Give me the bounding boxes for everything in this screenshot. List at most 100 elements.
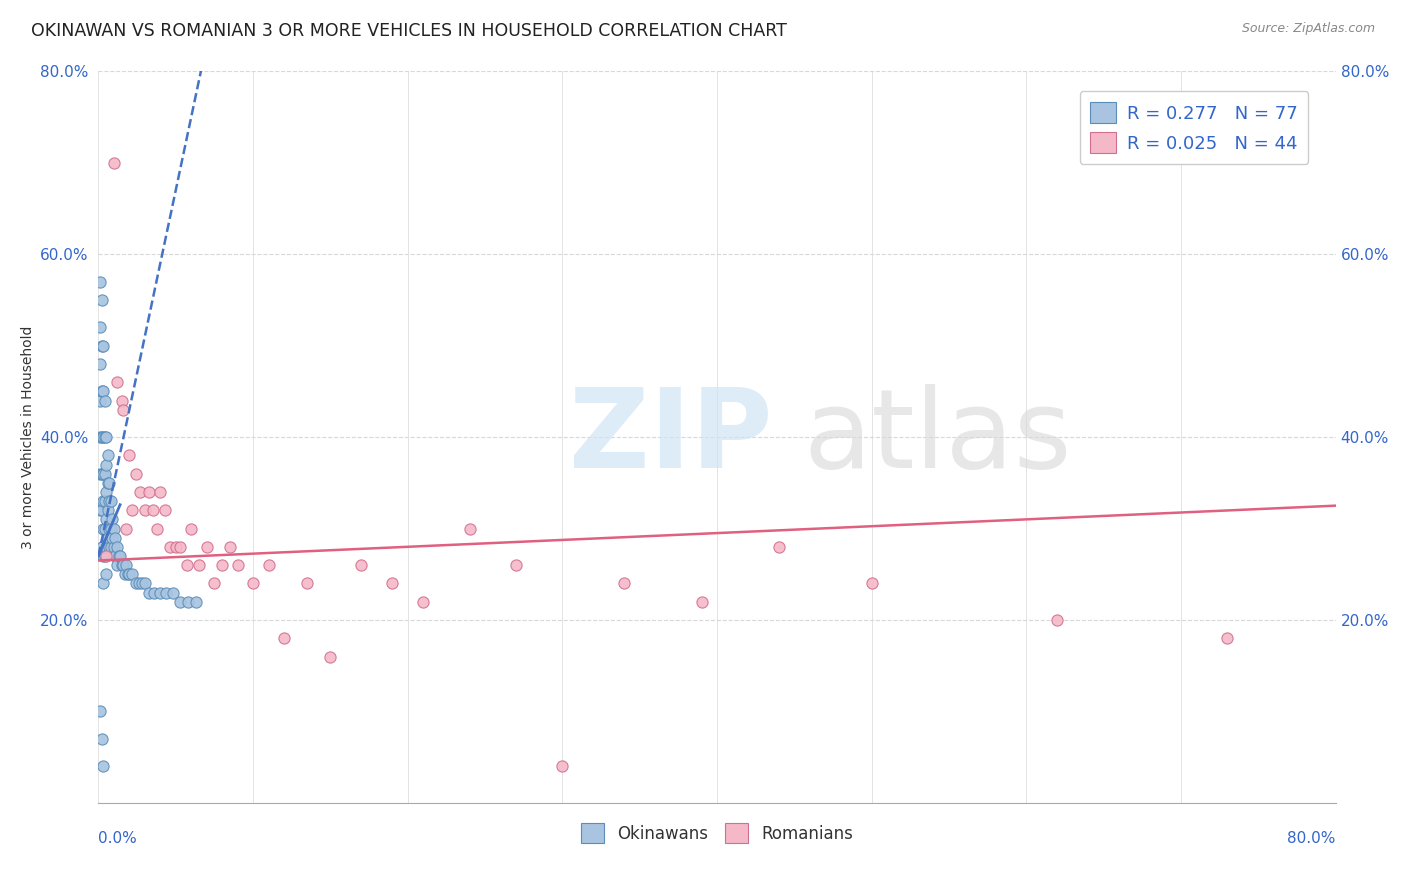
Point <box>100 540 122 554</box>
Point <box>138 585 160 599</box>
Point <box>138 485 160 500</box>
Point <box>111 393 132 408</box>
Point <box>90 384 112 399</box>
Point <box>97 475 120 490</box>
Point <box>134 503 156 517</box>
Point <box>169 540 191 554</box>
Point <box>257 558 280 573</box>
Point <box>226 558 249 573</box>
Point <box>91 494 114 508</box>
Point <box>101 531 124 545</box>
Point <box>149 485 172 500</box>
Point <box>169 594 191 608</box>
Point <box>90 293 112 307</box>
Point <box>155 585 177 599</box>
Point <box>93 494 115 508</box>
Point <box>188 558 211 573</box>
Point <box>319 649 342 664</box>
Y-axis label: 3 or more Vehicles in Household: 3 or more Vehicles in Household <box>21 326 35 549</box>
Point <box>96 458 118 472</box>
Point <box>1216 632 1239 646</box>
Point <box>98 494 121 508</box>
Point <box>107 549 129 563</box>
Point <box>105 375 128 389</box>
Point <box>96 540 118 554</box>
Point <box>104 549 127 563</box>
Point <box>91 521 114 535</box>
Point <box>115 521 138 535</box>
Text: 80.0%: 80.0% <box>1288 831 1336 846</box>
Point <box>165 540 187 554</box>
Text: ZIP: ZIP <box>568 384 772 491</box>
Point <box>149 585 172 599</box>
Point <box>90 731 112 746</box>
Legend: Okinawans, Romanians: Okinawans, Romanians <box>574 817 860 849</box>
Point <box>184 594 207 608</box>
Point <box>96 485 118 500</box>
Point <box>143 585 166 599</box>
Point <box>100 521 122 535</box>
Point <box>115 558 138 573</box>
Point <box>118 567 141 582</box>
Text: OKINAWAN VS ROMANIAN 3 OR MORE VEHICLES IN HOUSEHOLD CORRELATION CHART: OKINAWAN VS ROMANIAN 3 OR MORE VEHICLES … <box>31 22 787 40</box>
Point <box>89 320 111 334</box>
Point <box>98 521 121 535</box>
Point <box>124 576 146 591</box>
Point <box>93 467 115 481</box>
Point <box>131 576 153 591</box>
Point <box>121 503 143 517</box>
Point <box>105 540 128 554</box>
Point <box>141 503 165 517</box>
Point <box>89 430 111 444</box>
Point <box>412 594 434 608</box>
Point <box>159 540 181 554</box>
Point <box>90 430 112 444</box>
Point <box>96 549 118 563</box>
Point <box>90 540 112 554</box>
Point <box>91 759 114 773</box>
Point <box>97 448 120 462</box>
Point <box>162 585 184 599</box>
Text: Source: ZipAtlas.com: Source: ZipAtlas.com <box>1241 22 1375 36</box>
Point <box>273 632 295 646</box>
Point <box>90 338 112 352</box>
Point <box>114 567 136 582</box>
Point <box>350 558 373 573</box>
Point <box>111 558 132 573</box>
Point <box>98 540 121 554</box>
Point <box>91 576 114 591</box>
Point <box>89 705 111 719</box>
Point <box>103 540 125 554</box>
Point <box>458 521 481 535</box>
Point <box>89 275 111 289</box>
Point <box>112 558 135 573</box>
Point <box>1046 613 1069 627</box>
Point <box>91 338 114 352</box>
Text: 0.0%: 0.0% <box>98 831 138 846</box>
Point <box>96 567 118 582</box>
Point <box>108 549 131 563</box>
Point <box>297 576 319 591</box>
Point <box>97 531 120 545</box>
Point <box>104 531 127 545</box>
Point <box>112 402 135 417</box>
Point <box>98 475 121 490</box>
Point <box>90 503 112 517</box>
Point <box>93 521 115 535</box>
Point <box>180 521 202 535</box>
Point <box>121 567 143 582</box>
Point <box>91 467 114 481</box>
Point <box>103 156 125 170</box>
Point <box>118 448 141 462</box>
Point <box>134 576 156 591</box>
Point <box>101 512 124 526</box>
Text: atlas: atlas <box>804 384 1073 491</box>
Point <box>100 494 122 508</box>
Point <box>690 594 713 608</box>
Point <box>89 467 111 481</box>
Point <box>93 549 115 563</box>
Point <box>242 576 264 591</box>
Point <box>177 594 200 608</box>
Point <box>195 540 218 554</box>
Point <box>768 540 790 554</box>
